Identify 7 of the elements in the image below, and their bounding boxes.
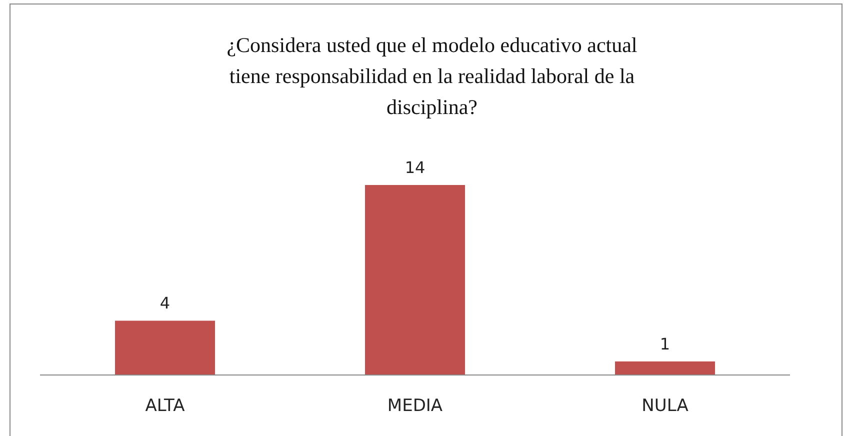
x-tick-label: ALTA [145, 396, 186, 416]
x-tick-label: MEDIA [387, 396, 443, 416]
x-tick-label: NULA [642, 396, 689, 416]
data-label: 14 [404, 158, 426, 177]
chart-title: ¿Considera usted que el modelo educativo actual tiene responsabilidad en la realidad laboral de la disciplina? [226, 33, 638, 119]
data-label: 1 [660, 334, 670, 354]
data-label: 4 [160, 294, 170, 313]
